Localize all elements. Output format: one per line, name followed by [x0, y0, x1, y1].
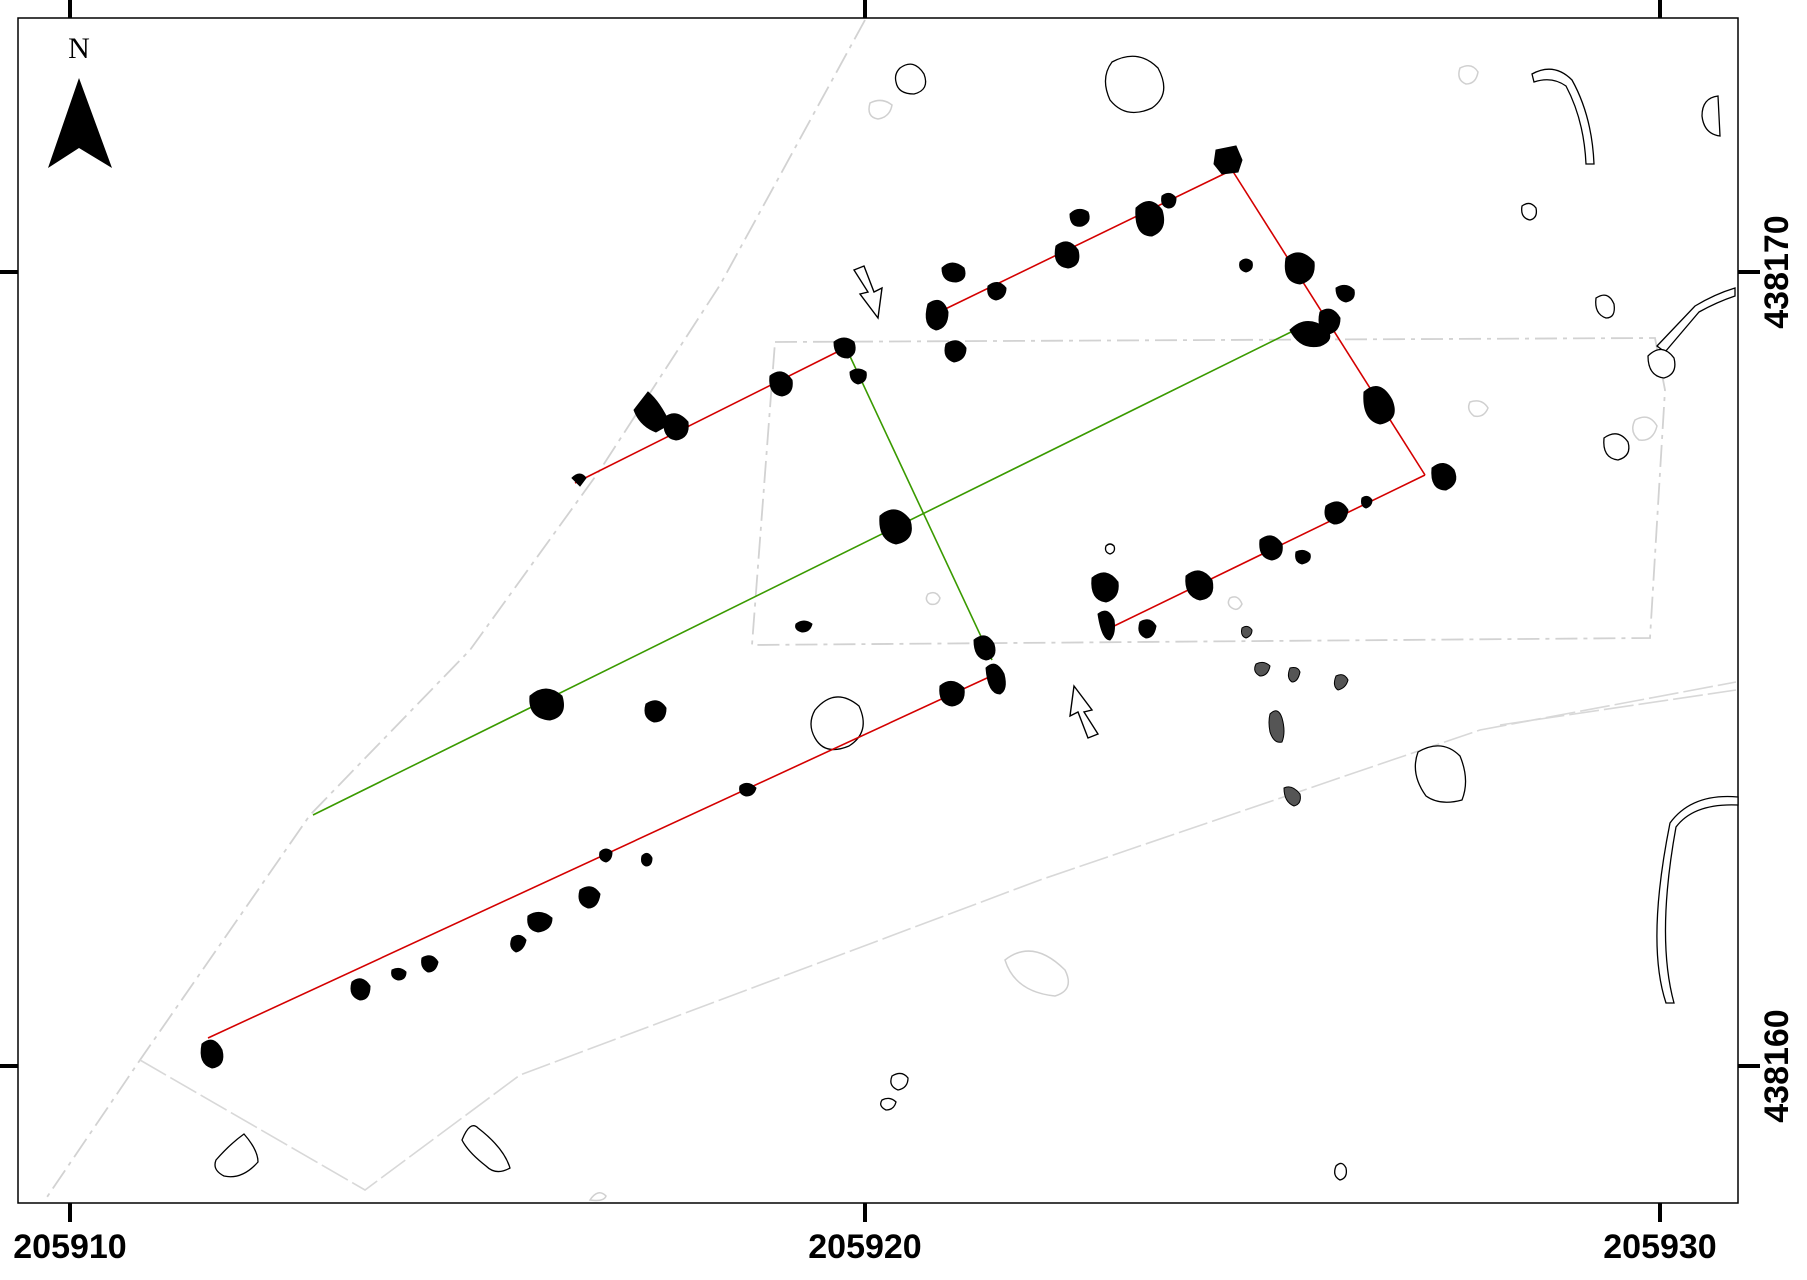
green-central-axis [312, 329, 1296, 816]
faint-features [588, 65, 1658, 1202]
y-tick-label: 438170 [1758, 215, 1796, 328]
frame-ticks [0, 0, 1760, 1222]
entrance-arrow-icon [1069, 684, 1100, 739]
red-alignment-north [934, 169, 1233, 315]
north-label: N [68, 32, 90, 65]
x-tick-label: 205930 [1603, 1228, 1716, 1266]
outlined-features [214, 55, 1739, 1181]
green-cross-axis [847, 351, 993, 661]
x-tick-label: 205910 [13, 1228, 126, 1266]
entrance-arrow-icon [852, 265, 883, 320]
map-frame [17, 17, 1739, 1204]
y-tick-label: 438160 [1758, 1009, 1796, 1122]
x-tick-label: 205920 [808, 1228, 921, 1266]
red-alignment-northwest [574, 347, 846, 484]
grey-features [1241, 625, 1349, 807]
postholes [200, 145, 1457, 1069]
trench-edges [44, 19, 1737, 1201]
north-arrow-icon: N [48, 32, 112, 168]
